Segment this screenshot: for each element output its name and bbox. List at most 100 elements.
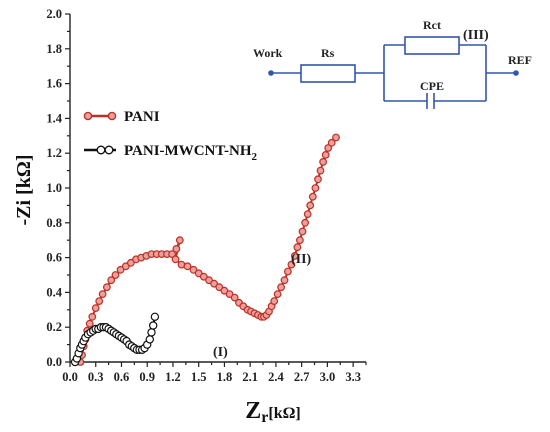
data-point-pani — [175, 236, 184, 245]
circuit-rct-resistor — [404, 36, 460, 55]
x-tick-label: 1.5 — [191, 370, 207, 384]
x-tick-label: 0.6 — [114, 370, 130, 384]
data-point-pani — [321, 150, 330, 159]
legend-marker-pani — [83, 111, 93, 121]
axes-layer: 0.0 0.2 0.4 0.6 0.8 1.0 1.2 1.4 1.6 1.8 2.0 0.0 0.3 0… — [46, 7, 367, 384]
data-point-pani — [210, 279, 219, 288]
data-point-pani — [102, 283, 111, 292]
x-tick-label: 1.2 — [165, 370, 181, 384]
x-tick-label: 0.9 — [139, 370, 155, 384]
data-point-pani — [225, 290, 234, 299]
data-point-pani — [107, 276, 116, 285]
data-point-pani — [270, 297, 279, 306]
data-point-pani — [290, 251, 299, 260]
data-point-pani — [273, 290, 282, 299]
data-point-pani — [199, 272, 208, 281]
y-tick-label: 1.6 — [46, 77, 62, 91]
circuit-work-label: Work — [253, 46, 283, 60]
data-point-pani — [88, 312, 97, 321]
x-tick-label: 0.0 — [62, 370, 78, 384]
data-point-pani — [277, 283, 286, 292]
legend-label-pani-mwcnt-main: PANI-MWCNT-NH — [124, 143, 252, 159]
circuit-rs-label: Rs — [321, 46, 335, 60]
circuit-ref-terminal — [513, 70, 519, 76]
x-axis-label-subscript: r — [261, 409, 268, 426]
data-point-pani — [319, 157, 328, 166]
x-tick-label: 0.3 — [88, 370, 104, 384]
circuit-rs-resistor — [300, 64, 356, 83]
y-tick-label: 2.0 — [46, 7, 62, 21]
x-tick-label: 2.1 — [242, 370, 258, 384]
x-tick-label: 3.3 — [345, 370, 361, 384]
data-point-pani — [171, 255, 180, 264]
circuit-ref-label: REF — [508, 53, 532, 67]
x-tick-label: 2.4 — [268, 370, 284, 384]
data-point-pani — [116, 265, 125, 274]
region-label-1: (I) — [213, 345, 228, 360]
legend-label-pani-mwcnt-subscript: 2 — [252, 151, 258, 163]
data-point-pani-mwcnt — [147, 328, 156, 337]
y-tick-label: 0.0 — [46, 355, 62, 369]
legend-label-pani: PANI — [124, 109, 160, 125]
data-point-pani — [98, 290, 107, 299]
data-point-pani — [332, 133, 340, 142]
legend-marker-pani — [107, 111, 117, 121]
data-point-pani — [85, 319, 94, 328]
data-point-pani — [126, 258, 135, 267]
y-tick-label: 1.2 — [46, 146, 62, 160]
data-point-pani — [95, 297, 104, 306]
y-axis-label: -Zi [kΩ] — [13, 154, 35, 225]
data-point-pani — [308, 192, 317, 201]
x-tick-label: 1.8 — [217, 370, 233, 384]
data-point-pani-mwcnt — [145, 335, 154, 344]
data-point-pani — [189, 265, 198, 274]
data-point-pani — [301, 218, 310, 227]
data-point-pani — [327, 138, 336, 147]
x-axis-label: Zr[kΩ] — [245, 398, 301, 426]
data-point-pani — [215, 283, 224, 292]
legend-marker-pani-mwcnt — [96, 145, 106, 155]
region-label-2: (II) — [291, 252, 312, 267]
legend: PANI PANI-MWCNT-NH2 — [83, 109, 258, 163]
equivalent-circuit: Work Rs Rct (III) CPE REF — [253, 18, 532, 109]
data-point-pani — [311, 184, 320, 192]
y-tick-label: 0.2 — [46, 320, 62, 334]
data-point-pani — [287, 260, 296, 269]
y-tick-label: 1.4 — [46, 111, 62, 125]
legend-item-pani-mwcnt: PANI-MWCNT-NH2 — [84, 143, 258, 163]
series-layer — [70, 133, 340, 367]
legend-label-pani-mwcnt: PANI-MWCNT-NH2 — [124, 143, 258, 163]
x-axis-label-unit: [kΩ] — [268, 405, 300, 422]
data-point-pani — [306, 201, 315, 210]
data-point-pani — [314, 175, 322, 184]
data-point-pani-mwcnt — [148, 321, 158, 330]
data-point-pani — [316, 166, 325, 175]
data-point-pani — [293, 243, 302, 252]
x-axis-label-main: Z — [245, 398, 261, 424]
circuit-cpe-label: CPE — [420, 79, 444, 93]
y-tick-label: 1.8 — [46, 42, 62, 56]
data-point-pani — [205, 276, 213, 285]
x-tick-label: 2.7 — [294, 370, 310, 384]
data-point-pani — [284, 267, 292, 276]
data-point-pani — [172, 244, 181, 253]
data-point-pani — [121, 262, 130, 271]
data-point-pani — [183, 262, 192, 271]
y-tick-label: 1.0 — [46, 181, 62, 195]
data-point-pani — [280, 276, 289, 285]
y-tick-label: 0.6 — [46, 251, 62, 265]
circuit-label: (III) — [463, 28, 489, 43]
data-point-pani-mwcnt — [150, 312, 160, 321]
data-point-pani — [303, 210, 312, 219]
legend-item-pani: PANI — [83, 109, 160, 125]
legend-marker-pani-mwcnt — [104, 145, 114, 155]
data-point-pani — [324, 144, 333, 152]
data-point-pani — [111, 271, 120, 279]
data-point-pani — [230, 293, 239, 302]
x-tick-label: 3.0 — [320, 370, 336, 384]
y-tick-label: 0.8 — [46, 216, 62, 230]
circuit-rct-label: Rct — [423, 18, 441, 32]
data-point-pani — [91, 304, 100, 313]
y-tick-label: 0.4 — [46, 285, 62, 299]
